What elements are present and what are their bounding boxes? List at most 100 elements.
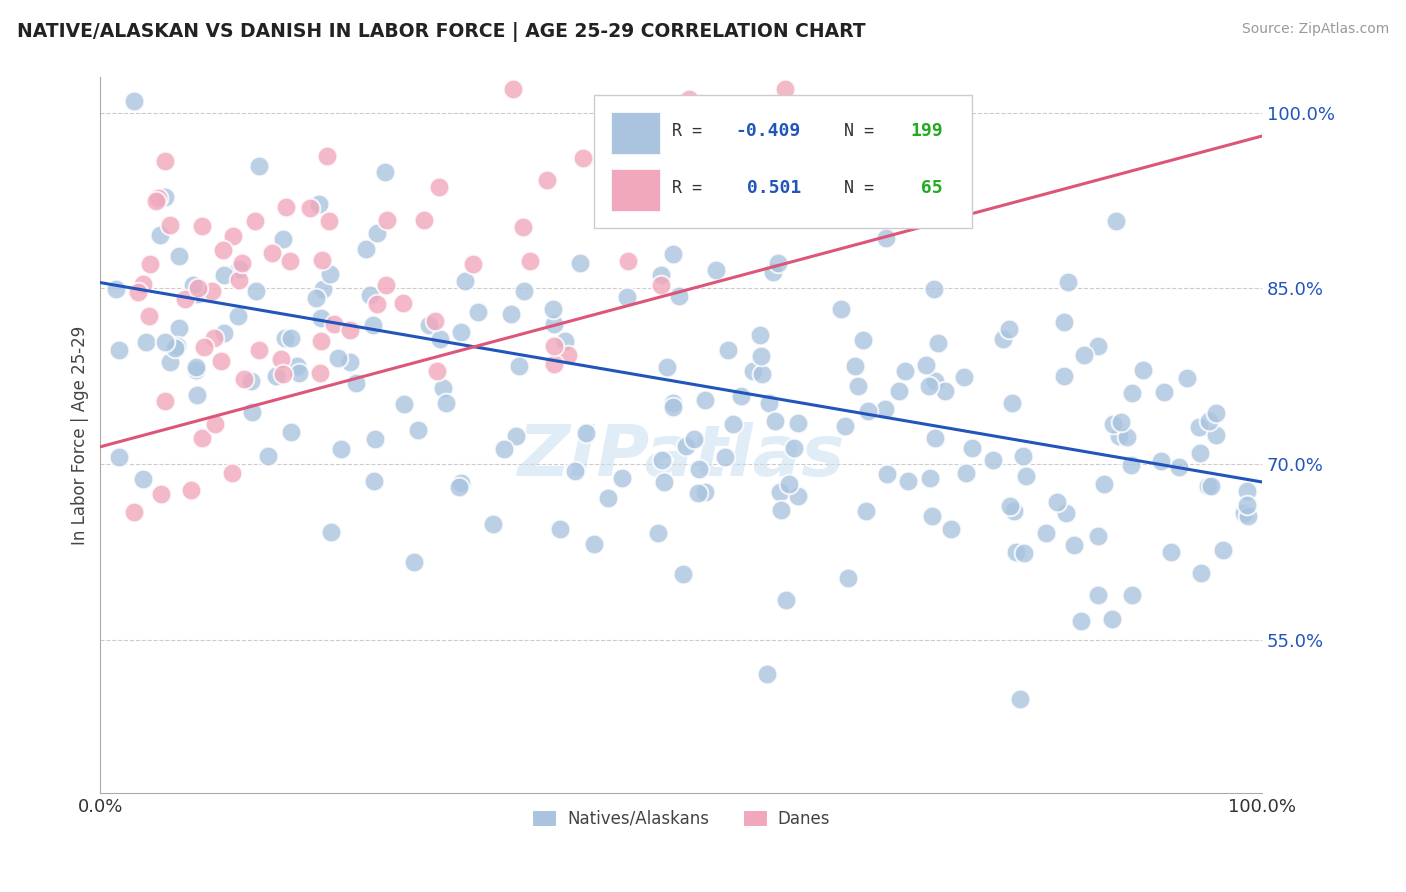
- Point: [723, 417, 745, 431]
- Point: [450, 325, 472, 339]
- Point: [155, 394, 177, 409]
- Point: [662, 247, 685, 261]
- Point: [647, 525, 669, 540]
- Point: [1198, 414, 1220, 428]
- Point: [1102, 417, 1125, 431]
- Point: [749, 349, 772, 363]
- Point: [662, 401, 685, 415]
- Point: [991, 332, 1014, 346]
- Point: [917, 379, 939, 393]
- Point: [505, 429, 527, 443]
- Point: [1237, 509, 1260, 524]
- Point: [1116, 430, 1139, 444]
- Point: [1092, 476, 1115, 491]
- Text: R =: R =: [672, 122, 702, 140]
- Point: [461, 257, 484, 271]
- Point: [695, 392, 717, 407]
- Point: [183, 278, 205, 293]
- Legend: Natives/Alaskans, Danes: Natives/Alaskans, Danes: [526, 803, 837, 834]
- Point: [1175, 371, 1198, 385]
- Point: [276, 200, 298, 214]
- Point: [543, 357, 565, 371]
- Point: [247, 159, 270, 173]
- Point: [228, 273, 250, 287]
- Point: [512, 220, 534, 235]
- Point: [749, 327, 772, 342]
- Point: [617, 253, 640, 268]
- Point: [513, 284, 536, 298]
- Point: [769, 484, 792, 499]
- Point: [186, 387, 208, 401]
- Point: [616, 290, 638, 304]
- Point: [449, 480, 471, 494]
- Point: [688, 461, 710, 475]
- Point: [204, 417, 226, 431]
- Point: [359, 288, 381, 302]
- Point: [678, 92, 700, 106]
- Point: [778, 477, 800, 491]
- Point: [323, 318, 346, 332]
- Point: [366, 226, 388, 240]
- Point: [180, 483, 202, 497]
- Point: [557, 348, 579, 362]
- Point: [508, 359, 530, 374]
- Point: [492, 442, 515, 456]
- Point: [145, 194, 167, 209]
- Point: [1053, 315, 1076, 329]
- Point: [1108, 428, 1130, 442]
- Y-axis label: In Labor Force | Age 25-29: In Labor Force | Age 25-29: [72, 326, 89, 545]
- Point: [173, 292, 195, 306]
- Point: [122, 505, 145, 519]
- Point: [773, 82, 796, 96]
- Point: [981, 453, 1004, 467]
- Point: [339, 355, 361, 369]
- Point: [844, 359, 866, 373]
- FancyBboxPatch shape: [612, 112, 661, 154]
- Point: [704, 263, 727, 277]
- Point: [132, 277, 155, 291]
- Point: [148, 191, 170, 205]
- Point: [939, 522, 962, 536]
- Point: [166, 339, 188, 353]
- Point: [1168, 459, 1191, 474]
- Point: [354, 242, 377, 256]
- Point: [190, 431, 212, 445]
- Point: [318, 267, 340, 281]
- Point: [519, 254, 541, 268]
- Point: [186, 287, 208, 301]
- Text: R =: R =: [672, 179, 702, 197]
- Point: [1004, 504, 1026, 518]
- Point: [662, 396, 685, 410]
- Point: [312, 282, 335, 296]
- Point: [1109, 415, 1132, 429]
- Point: [434, 395, 457, 409]
- Point: [1105, 214, 1128, 228]
- Point: [321, 524, 343, 539]
- Point: [1188, 420, 1211, 434]
- Point: [432, 381, 454, 395]
- Point: [364, 432, 387, 446]
- Point: [651, 453, 673, 467]
- Point: [934, 384, 956, 398]
- Point: [105, 282, 128, 296]
- Point: [1087, 529, 1109, 543]
- Point: [921, 509, 943, 524]
- Point: [717, 343, 740, 358]
- Point: [650, 278, 672, 293]
- Point: [309, 367, 332, 381]
- Point: [413, 213, 436, 227]
- Point: [240, 374, 263, 388]
- Point: [309, 310, 332, 325]
- Point: [153, 190, 176, 204]
- Point: [1101, 612, 1123, 626]
- Point: [315, 149, 337, 163]
- Point: [610, 471, 633, 485]
- Point: [1046, 494, 1069, 508]
- Point: [953, 370, 976, 384]
- Point: [650, 268, 672, 282]
- Point: [311, 253, 333, 268]
- Point: [1121, 458, 1143, 472]
- Point: [429, 180, 451, 194]
- Point: [186, 360, 208, 375]
- Point: [1012, 449, 1035, 463]
